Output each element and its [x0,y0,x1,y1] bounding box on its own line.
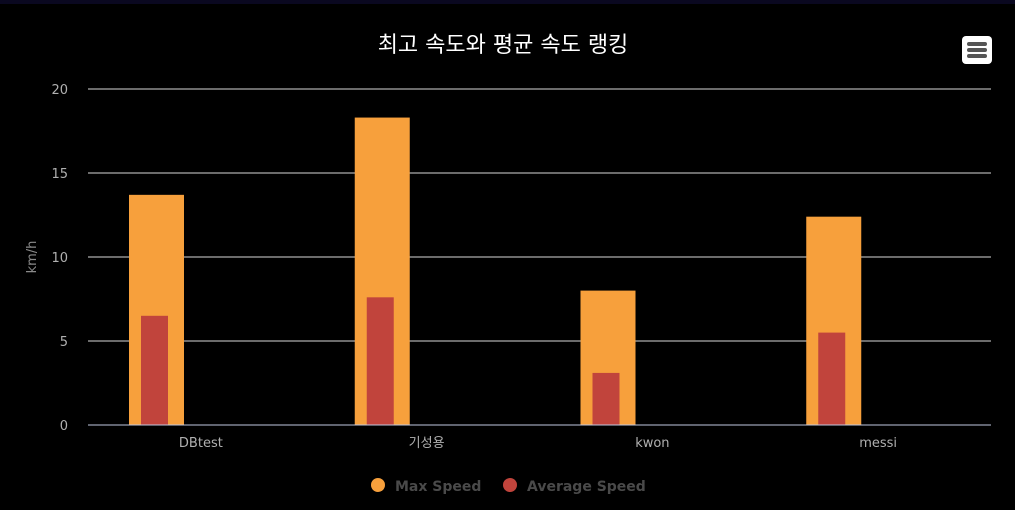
legend-label[interactable]: Average Speed [527,479,646,495]
y-tick-label: 0 [60,419,68,434]
y-axis-ticks: 0 5 10 15 20 [51,83,68,434]
bar-average-speed[interactable] [366,297,394,425]
y-tick-label: 10 [51,251,68,266]
y-tick-label: 15 [51,167,68,182]
bar-average-speed[interactable] [818,332,846,425]
hamburger-menu-icon[interactable] [962,36,992,64]
legend-item[interactable]: Average Speed [503,478,646,495]
bar-average-speed[interactable] [592,372,620,425]
top-strip [0,0,1015,4]
x-axis-ticks: DBtest 기성용 kwon messi [179,436,897,451]
chart-title: 최고 속도와 평균 속도 랭킹 [378,33,629,58]
y-tick-label: 20 [51,83,68,98]
legend-marker[interactable] [503,478,517,492]
y-tick-label: 5 [60,335,68,350]
y-axis-title: km/h [25,241,40,274]
legend[interactable]: Max Speed Average Speed [371,478,646,495]
legend-marker[interactable] [371,478,385,492]
legend-label[interactable]: Max Speed [395,479,481,495]
x-tick-label: kwon [635,436,669,451]
x-tick-label: DBtest [179,436,223,451]
x-tick-label: messi [859,436,897,451]
bar-average-speed[interactable] [141,315,168,425]
bars [129,117,862,425]
x-tick-label: 기성용 [409,436,445,451]
legend-item[interactable]: Max Speed [371,478,481,495]
